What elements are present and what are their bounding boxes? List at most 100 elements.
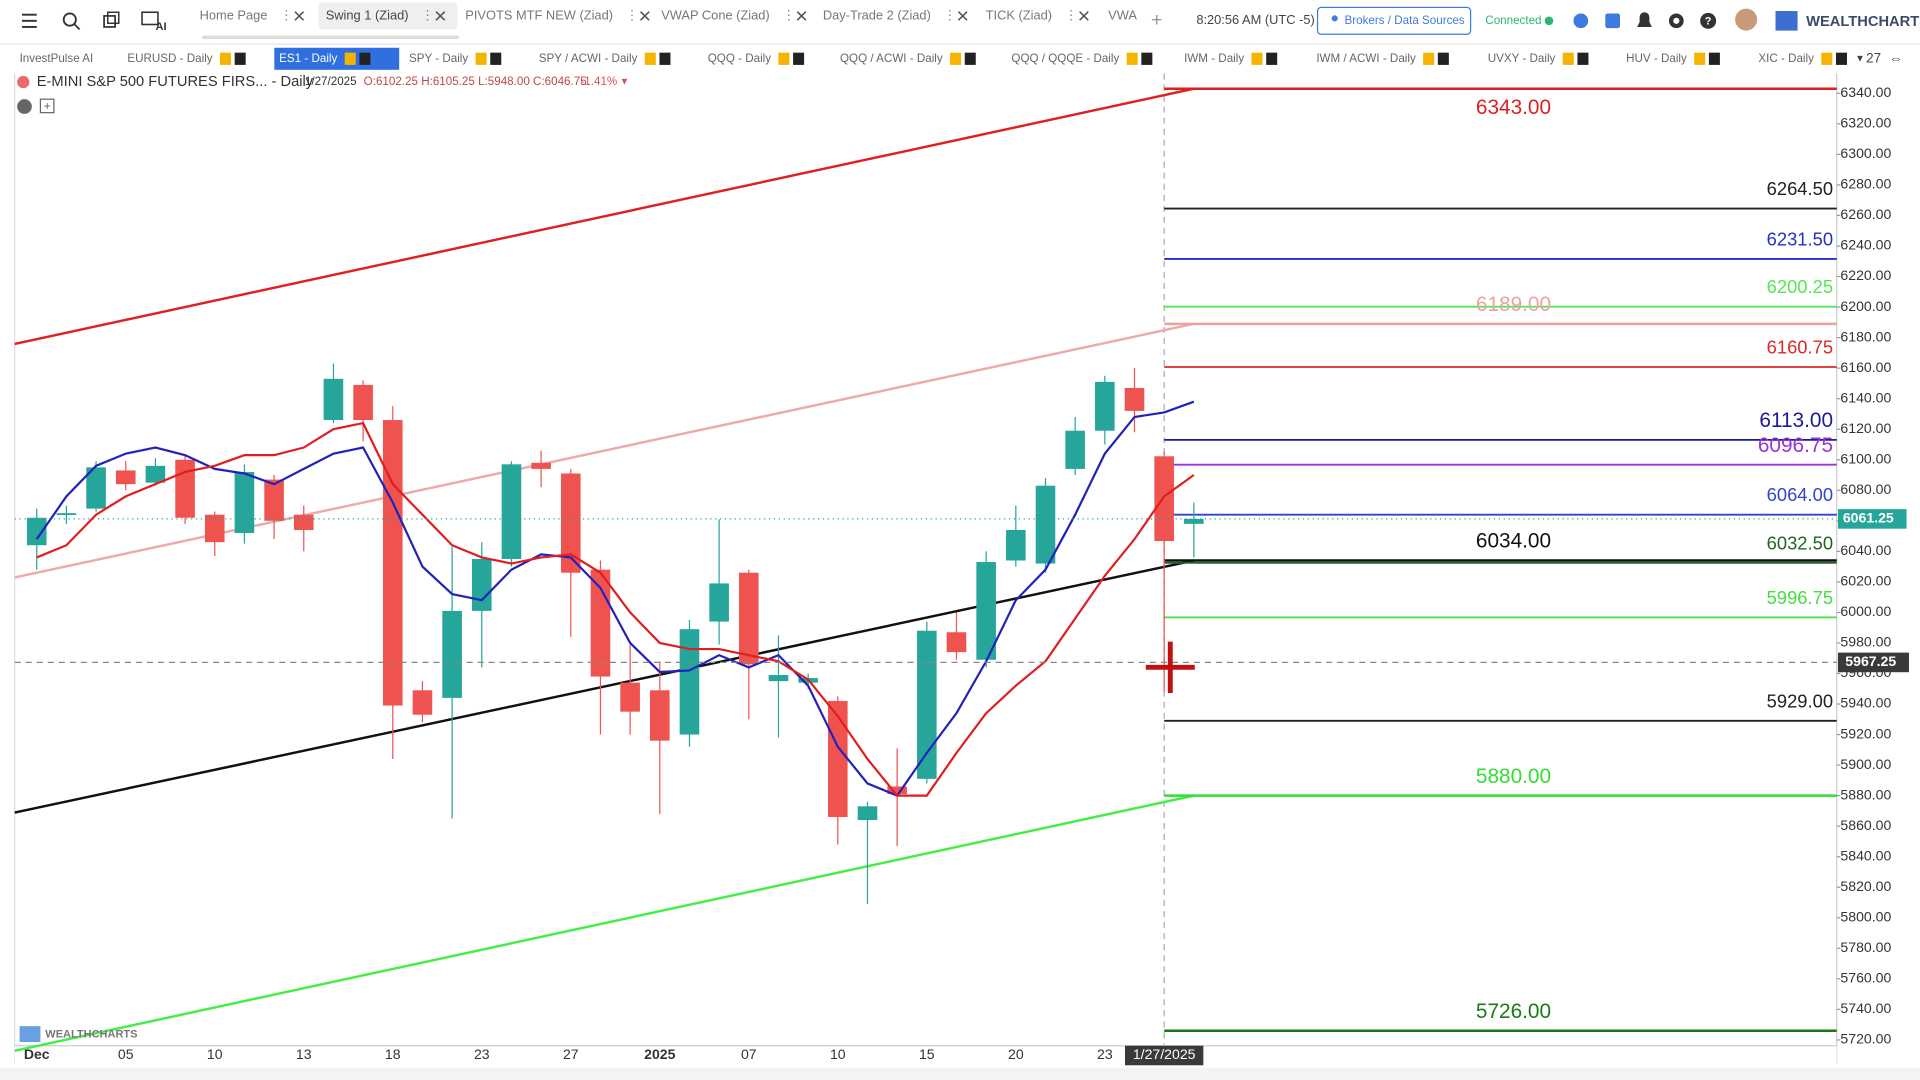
y-tick-label: 5900.00 <box>1840 756 1891 772</box>
y-tick-label: 5940.00 <box>1840 695 1891 711</box>
level-label: 5880.00 <box>1476 765 1551 788</box>
tab-label[interactable]: Home Page <box>200 7 268 22</box>
watch-tab-label[interactable]: UVXY - Daily <box>1488 52 1556 65</box>
watch-tab-label[interactable]: InvestPulse AI <box>20 52 94 65</box>
watch-tab-label[interactable]: SPY / ACWI - Daily <box>539 52 638 65</box>
tab-menu[interactable]: ⋮ <box>421 7 434 22</box>
tab-close[interactable] <box>796 11 807 21</box>
watch-tab-label[interactable]: HUV - Daily <box>1626 52 1687 65</box>
x-tick-label: 05 <box>118 1046 134 1062</box>
brokers-button[interactable] <box>1316 6 1472 35</box>
x-tick-label: 23 <box>1097 1046 1113 1062</box>
tab-label[interactable]: Day-Trade 2 (Ziad) <box>823 7 931 22</box>
help-icon[interactable] <box>1700 12 1717 29</box>
ai-icon[interactable]: AI <box>141 11 167 33</box>
tab-close[interactable] <box>639 11 650 21</box>
tab-label[interactable]: TICK (Ziad) <box>986 7 1052 22</box>
search-icon[interactable] <box>62 12 81 31</box>
tab-label[interactable]: PIVOTS MTF NEW (Ziad) <box>465 7 613 22</box>
brand-logo <box>1775 11 1798 31</box>
moving-average <box>35 400 1195 797</box>
clock: 8:20:56 AM (UTC -5) <box>1196 12 1315 27</box>
badge <box>1694 52 1706 65</box>
trendline <box>14 559 1195 814</box>
watch-tab-label[interactable]: QQQ / ACWI - Daily <box>840 52 943 65</box>
watch-tab-label[interactable]: XIC - Daily <box>1758 52 1814 65</box>
watch-tab-label[interactable]: ES1 - Daily <box>279 52 337 65</box>
candle-body <box>709 583 729 622</box>
tab-menu[interactable]: ⋮ <box>625 7 638 22</box>
y-tick-label: 6160.00 <box>1840 359 1891 375</box>
level-label: 6034.00 <box>1476 530 1551 553</box>
trendline <box>14 794 1195 1052</box>
tab-scrollbar <box>202 35 460 40</box>
tab-menu[interactable]: ⋮ <box>943 7 956 22</box>
layouts-icon[interactable] <box>103 11 120 28</box>
candle-body <box>620 682 640 712</box>
change: -1.41% <box>580 75 617 88</box>
tab-menu[interactable]: ⋮ <box>1064 7 1077 22</box>
watchlist-expand[interactable]: ⇔ <box>1889 50 1902 65</box>
badge <box>644 52 656 65</box>
y-tick-label: 5760.00 <box>1840 970 1891 986</box>
y-tick-label: 6320.00 <box>1840 115 1891 131</box>
candle-body <box>887 786 907 795</box>
watch-tab-label[interactable]: IWM - Daily <box>1184 52 1244 65</box>
watch-tab-label[interactable]: QQQ - Daily <box>708 52 771 65</box>
x-tick-label: 20 <box>1008 1046 1024 1062</box>
tab-menu[interactable]: ⋮ <box>782 7 795 22</box>
y-tick-label: 6000.00 <box>1840 603 1891 619</box>
tab-close[interactable] <box>435 11 446 21</box>
level-label: 5726.00 <box>1476 1000 1551 1023</box>
badge <box>1251 52 1263 65</box>
candle-body <box>917 630 937 779</box>
watch-tab-label[interactable]: IWM / ACWI - Daily <box>1316 52 1416 65</box>
badge <box>490 52 502 65</box>
badge <box>1708 52 1720 65</box>
tab-close[interactable] <box>957 11 968 21</box>
y-tick-label: 5920.00 <box>1840 725 1891 741</box>
add-indicator[interactable] <box>39 98 55 114</box>
save-icon[interactable] <box>1605 13 1620 29</box>
level-label: 6189.00 <box>1476 293 1551 316</box>
y-tick-label: 6240.00 <box>1840 237 1891 253</box>
users-icon[interactable] <box>1573 13 1589 29</box>
tab-label[interactable]: Swing 1 (Ziad) <box>326 7 409 22</box>
menu-icon[interactable] <box>22 13 37 28</box>
candle-body <box>531 462 551 469</box>
add-tab[interactable]: + <box>1151 9 1162 31</box>
brokers-button-label[interactable]: Brokers / Data Sources <box>1344 14 1464 27</box>
badge <box>1266 52 1278 65</box>
x-tick-label: 15 <box>919 1046 935 1062</box>
candle-body <box>56 513 77 516</box>
indicator-toggle[interactable] <box>17 99 32 114</box>
crosshair-price-box <box>1837 652 1909 673</box>
candle-body <box>976 562 996 660</box>
y-tick-label: 5720.00 <box>1840 1031 1891 1047</box>
candle-body <box>323 378 344 421</box>
candle-body <box>1065 430 1085 469</box>
watch-tab-label[interactable]: SPY - Daily <box>409 52 468 65</box>
watch-tab-label[interactable]: EURUSD - Daily <box>127 52 212 65</box>
tab-label[interactable]: VWAP Cone (Ziad) <box>661 7 770 22</box>
tab-menu[interactable]: ⋮ <box>280 7 293 22</box>
badge <box>778 52 790 65</box>
tab-label[interactable]: VWA <box>1108 7 1137 22</box>
badge <box>344 52 356 65</box>
tab-close[interactable] <box>294 11 305 21</box>
x-tick-label: 10 <box>830 1046 846 1062</box>
candle-body <box>1095 381 1115 431</box>
y-tick-label: 6220.00 <box>1840 267 1891 283</box>
candle-body <box>204 514 225 543</box>
x-tick-label: 23 <box>474 1046 490 1062</box>
badge <box>1126 52 1138 65</box>
avatar[interactable] <box>1735 8 1758 31</box>
bell-icon[interactable] <box>1637 12 1652 27</box>
tab-close[interactable] <box>1079 11 1089 21</box>
y-tick-label: 6100.00 <box>1840 450 1891 466</box>
watch-tab-label[interactable]: QQQ / QQQE - Daily <box>1011 52 1119 65</box>
y-tick-label: 6120.00 <box>1840 420 1891 436</box>
active-tab[interactable] <box>318 2 458 30</box>
y-tick-label: 6280.00 <box>1840 176 1891 192</box>
watchlist-more[interactable]: ▼ <box>1855 53 1865 64</box>
